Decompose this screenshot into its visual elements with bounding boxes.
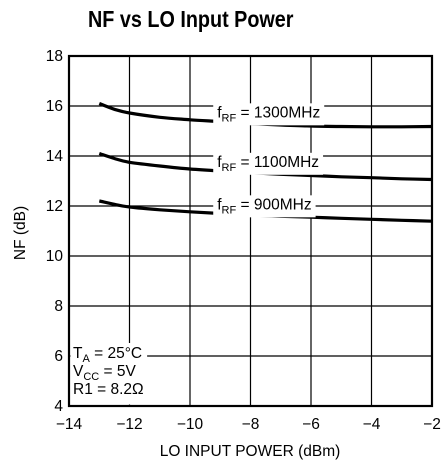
y-tick-label: 6 bbox=[54, 348, 63, 365]
series-label-1: fRF = 1300MHz bbox=[213, 103, 325, 126]
x-tick-label: −12 bbox=[116, 416, 142, 433]
y-tick-label: 14 bbox=[46, 148, 64, 165]
y-tick-labels: 4 6 8 10 12 14 16 18 bbox=[46, 48, 64, 415]
series-label-text: fRF = 900MHz bbox=[217, 196, 311, 216]
series-label-bg bbox=[213, 103, 325, 126]
x-tick-label: −6 bbox=[302, 416, 320, 433]
x-axis-label: LO INPUT POWER (dBm) bbox=[160, 443, 341, 460]
x-tick-labels: −14 −12 −10 −8 −6 −4 −2 bbox=[56, 416, 441, 433]
x-tick-label: −4 bbox=[363, 416, 381, 433]
condition-line-2: VCC = 5V bbox=[73, 363, 137, 383]
y-tick-label: 10 bbox=[46, 248, 64, 265]
x-tick-label: −8 bbox=[242, 416, 260, 433]
x-tick-label: −10 bbox=[177, 416, 204, 433]
series-label-3: fRF = 900MHz bbox=[213, 195, 316, 218]
y-tick-label: 4 bbox=[54, 398, 63, 415]
y-tick-label: 16 bbox=[46, 98, 63, 115]
series-label-bg bbox=[213, 152, 324, 175]
series-labels: fRF = 1300MHz fRF = 1100MHz fRF = 900MHz bbox=[213, 103, 325, 218]
plot-frame bbox=[67, 54, 434, 408]
condition-line-3: R1 = 8.2Ω bbox=[73, 381, 144, 398]
series-label-text: fRF = 1100MHz bbox=[217, 154, 319, 174]
y-tick-label: 8 bbox=[54, 298, 63, 315]
conditions-bg bbox=[70, 343, 148, 405]
x-tick-label: −14 bbox=[56, 416, 83, 433]
y-tick-label: 18 bbox=[46, 48, 63, 65]
y-axis-label: NF (dB) bbox=[12, 206, 29, 260]
series-label-2: fRF = 1100MHz bbox=[213, 152, 324, 175]
series-label-bg bbox=[213, 195, 316, 218]
chart-title: NF vs LO Input Power bbox=[88, 6, 294, 32]
condition-line-1: TA = 25°C bbox=[73, 345, 142, 365]
series-label-text: fRF = 1300MHz bbox=[217, 104, 320, 124]
x-tick-label: −2 bbox=[423, 416, 441, 433]
y-tick-label: 12 bbox=[46, 198, 63, 215]
